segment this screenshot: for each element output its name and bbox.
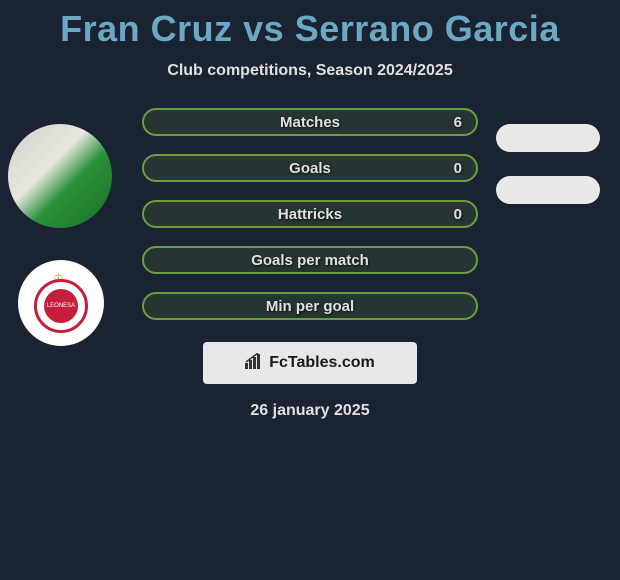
stat-bar-matches: Matches 6 [142,108,478,136]
brand-text: FcTables.com [269,354,375,372]
chart-icon [245,353,263,374]
stat-bar-goals-per-match: Goals per match [142,246,478,274]
player-pill-2 [496,176,600,204]
badge-inner-text: LEONESA [44,289,78,323]
stat-label: Hattricks [278,206,342,223]
stat-bar-hattricks: Hattricks 0 [142,200,478,228]
stat-label: Goals [289,160,331,177]
stat-label: Matches [280,114,340,131]
stat-bar-min-per-goal: Min per goal [142,292,478,320]
club-badge: ♔ LEONESA [18,260,104,346]
comparison-subtitle: Club competitions, Season 2024/2025 [0,62,620,80]
stat-value: 6 [454,114,462,131]
stat-bar-goals: Goals 0 [142,154,478,182]
brand-attribution[interactable]: FcTables.com [203,342,417,384]
player-pill-1 [496,124,600,152]
stat-label: Goals per match [251,252,369,269]
stat-label: Min per goal [266,298,354,315]
stat-value: 0 [454,206,462,223]
player-avatar-1 [8,124,112,228]
comparison-title: Fran Cruz vs Serrano Garcia [0,0,620,50]
generation-date: 26 january 2025 [0,402,620,420]
stat-value: 0 [454,160,462,177]
